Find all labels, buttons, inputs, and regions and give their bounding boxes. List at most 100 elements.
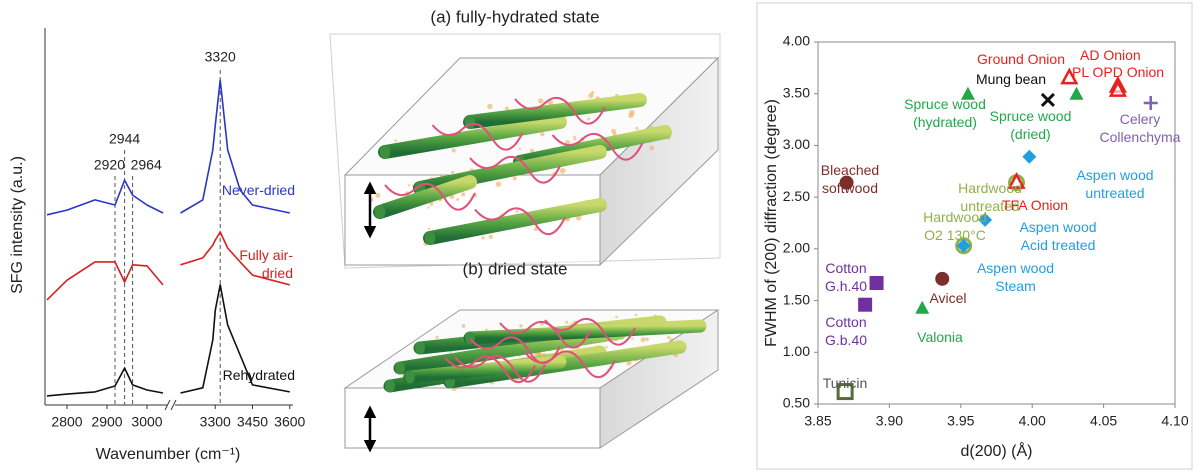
illustration: (a) fully-hydrated state (b) dried state [330,7,720,450]
x-tick-label: 4.00 [1019,413,1046,429]
hemicellulose-dot [667,336,670,339]
y-tick-label: 3.00 [783,136,810,152]
hemicellulose-dot [628,113,633,118]
x-tick-label: 3.90 [876,413,903,429]
y-tick-label: 4.00 [783,33,810,49]
series-label: Fully air-dried [233,246,293,282]
marker [1111,83,1125,96]
fibril-end [395,362,405,375]
marker [935,272,949,286]
hemicellulose-dot [540,132,544,136]
point-label: Celery Collenchyma [1090,110,1190,146]
x-axis-title: d(200) (Å) [960,441,1032,460]
point-label: Mung bean [966,70,1046,88]
hemicellulose-dot [452,148,456,152]
reference-label: 2944 [109,131,140,147]
hemicellulose-dot [560,168,566,174]
y-tick-label: 3.50 [783,84,810,100]
point-label: Aspen wood untreated [1065,166,1165,202]
hemicellulose-dot [519,324,522,327]
point-label: Hardwood O2 130°C [914,208,996,244]
y-tick-label: 1.00 [783,343,810,359]
point-label: Bleached softwood [800,161,900,197]
hemicellulose-dot [519,148,521,150]
hemicellulose-dot [487,104,492,109]
series-label: Rehydrated [205,366,295,384]
spectrum-line [47,368,163,396]
hemicellulose-dot [641,337,646,342]
reference-label: 3320 [205,49,236,65]
point-label: Avicel [918,289,978,307]
x-tick-label: 3.85 [804,413,831,429]
x-axis-title: Wavenumber (cm⁻¹) [96,446,241,463]
point-label: Tunicin [815,374,875,392]
hemicellulose-dot [394,139,397,142]
marker [1069,87,1083,100]
hemicellulose-dot [645,338,648,341]
x-tick-label: 4.05 [1090,413,1117,429]
series-label: Never-dried [205,181,295,199]
point-label: PL OPD Onion [1072,63,1187,81]
x-tick-label: 3.95 [947,413,974,429]
point-label: TFA Onion [995,196,1075,214]
fibril-end [425,231,436,245]
hemicellulose-dot [408,184,410,186]
hemicellulose-dot [496,181,502,187]
hemicellulose-dot [588,93,593,98]
hemicellulose-dot [516,210,519,213]
marker [1042,94,1054,106]
y-tick-label: 2.00 [783,240,810,256]
x-tick-label: 3300 [200,414,231,430]
hemicellulose-dot [456,198,459,201]
x-tick-label: 3600 [274,414,305,430]
point-label: Cotton G.h.40 [815,259,877,295]
panel-a-label: (a) fully-hydrated state [430,7,599,26]
point-label: Spruce wood (hydrated) [895,95,995,131]
hemicellulose-dot [611,129,616,134]
fibril-end [385,380,395,393]
fibril-end [375,205,386,219]
point-label: Spruce wood (dried) [983,107,1078,143]
hemicellulose-dot [565,321,568,324]
fibril-end [415,342,425,355]
hemicellulose-dot [615,316,618,319]
hemicellulose-dot [636,127,639,130]
x-tick-label: 3000 [131,414,162,430]
marker [1022,150,1036,164]
hemicellulose-dot [451,171,454,174]
hemicellulose-dot [481,236,484,239]
hemicellulose-dot [428,227,430,229]
hemicellulose-dot [375,193,380,198]
hemicellulose-dot [631,337,633,339]
x-tick-label: 2800 [51,414,82,430]
hemicellulose-dot [435,336,438,339]
hemicellulose-dot [513,176,517,180]
slab-front-b [345,388,600,448]
hemicellulose-dot [538,98,543,103]
fibril-end [405,371,415,384]
point-label: Ground Onion [965,50,1065,68]
point-label: Aspen wood Steam [968,259,1063,295]
hemicellulose-dot [573,135,575,137]
reference-label: 2964 [131,157,162,173]
y-tick-label: 1.50 [783,291,810,307]
point-label: Valonia [905,328,975,346]
marker [1144,96,1158,110]
hemicellulose-dot [462,324,466,328]
reference-label: 2920 [94,157,125,173]
point-label: AD Onion [1080,46,1170,64]
hemicellulose-dot [670,338,674,342]
spectrum-line [47,262,163,300]
y-axis-title: FWHM of (200) diffraction (degree) [763,99,780,347]
spectrum-line [47,180,163,215]
hemicellulose-dot [427,206,429,208]
hemicellulose-dot [587,117,590,120]
hemicellulose-dot [649,146,654,151]
y-axis-title: SFG intensity (a.u.) [9,156,26,294]
hemicellulose-dot [461,192,465,196]
hemicellulose-dot [605,346,608,349]
hemicellulose-dot [488,235,492,239]
x-tick-label: 2900 [91,414,122,430]
hemicellulose-dot [635,314,638,317]
point-label: Aspen wood Acid treated [1008,218,1108,254]
